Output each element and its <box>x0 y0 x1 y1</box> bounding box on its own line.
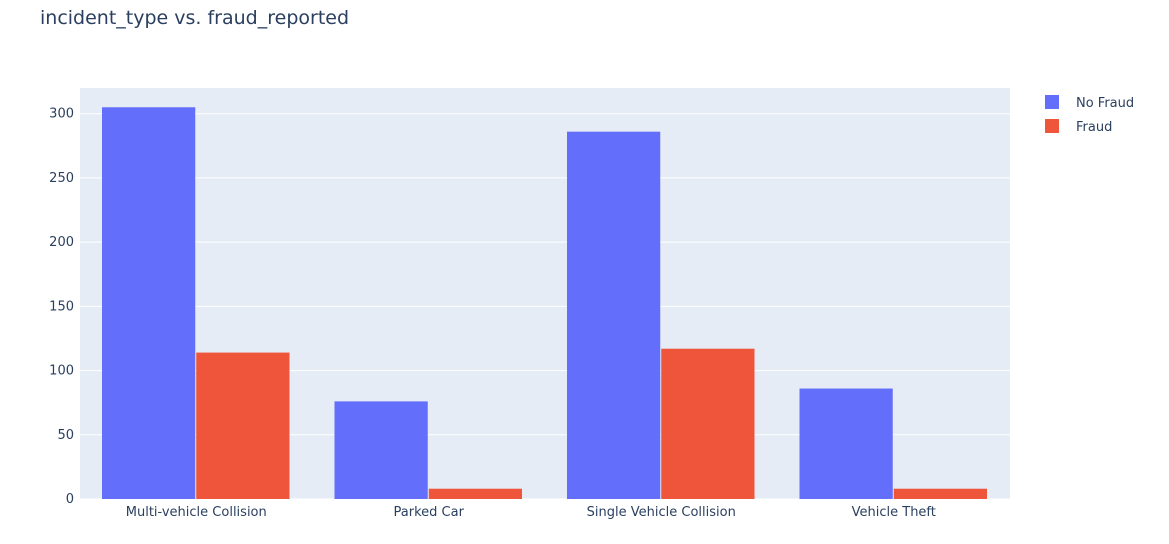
legend-swatch-no-fraud <box>1045 95 1059 109</box>
bar-no-fraud-2 <box>567 131 661 499</box>
legend-label-no-fraud: No Fraud <box>1076 96 1134 111</box>
bar-fraud-3 <box>893 488 987 499</box>
bar-no-fraud-0 <box>102 107 196 499</box>
y-tick-label: 100 <box>49 364 74 379</box>
legend-label-fraud: Fraud <box>1076 120 1112 135</box>
y-tick-label: 300 <box>49 107 74 122</box>
x-tick-label: Parked Car <box>394 505 465 520</box>
bar-fraud-2 <box>661 348 755 499</box>
bar-no-fraud-1 <box>334 401 428 499</box>
bars <box>102 107 987 499</box>
bar-fraud-0 <box>196 352 290 499</box>
chart-title: incident_type vs. fraud_reported <box>40 7 349 29</box>
x-axis-tick-labels: Multi-vehicle Collision Parked Car Single … <box>126 505 936 520</box>
bar-fraud-1 <box>428 488 522 499</box>
legend: No Fraud Fraud <box>1045 95 1134 135</box>
y-axis-tick-labels: 0 50 100 150 200 250 300 <box>49 107 74 507</box>
x-tick-label: Multi-vehicle Collision <box>126 505 267 520</box>
y-tick-label: 200 <box>49 235 74 250</box>
y-tick-label: 50 <box>57 428 74 443</box>
x-tick-label: Vehicle Theft <box>852 505 936 520</box>
y-tick-label: 0 <box>66 492 74 507</box>
legend-swatch-fraud <box>1045 119 1059 133</box>
bar-no-fraud-3 <box>799 388 893 499</box>
y-tick-label: 150 <box>49 299 74 314</box>
x-tick-label: Single Vehicle Collision <box>587 505 736 520</box>
y-tick-label: 250 <box>49 171 74 186</box>
